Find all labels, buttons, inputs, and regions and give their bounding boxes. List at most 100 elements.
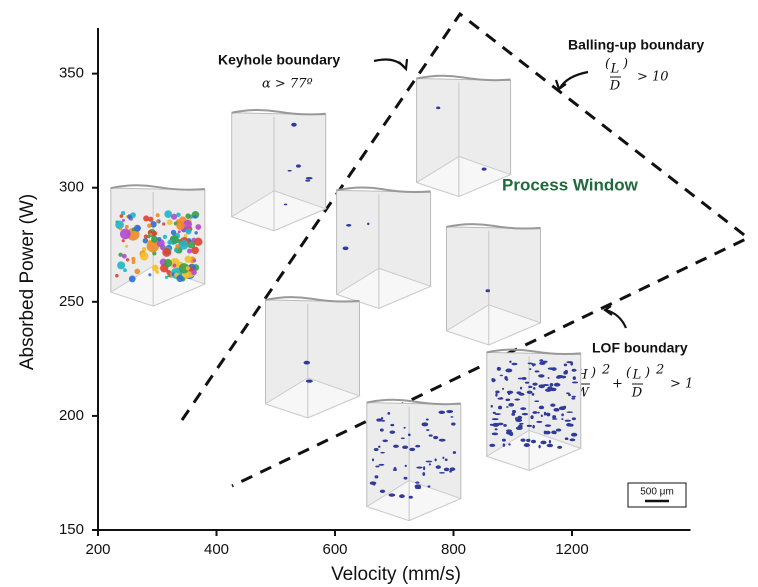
pore [439,472,445,474]
pore [185,256,192,263]
pore [536,421,542,423]
pore [565,420,571,422]
pore [533,387,536,390]
pore [492,433,498,436]
pore [393,445,399,448]
y-axis-label: Absorbed Power (W) [17,194,38,370]
keyhole-condition: α > 77º [262,77,313,92]
pore [426,429,429,431]
lof-label: LOF boundary [592,340,688,356]
pore [506,406,509,408]
pore [375,466,379,468]
pore [415,484,422,488]
pore [433,436,438,439]
paren: ( [626,366,632,381]
pore [179,240,189,250]
pore [442,457,444,459]
pore [495,390,499,393]
pore [401,437,405,439]
pore [134,225,141,232]
pore [178,230,181,233]
pore [143,215,149,221]
pore [540,441,546,445]
pore [115,274,119,278]
pore [548,367,554,370]
pore [185,213,190,218]
pore [453,451,456,454]
pore [495,393,497,397]
pore [511,413,515,416]
pore [376,418,382,421]
pore [436,465,441,469]
pore [191,247,199,255]
x-tick-label: 200 [85,541,110,558]
pore [532,411,537,414]
pore [422,422,429,426]
sample-block [487,350,581,471]
pore [186,266,190,270]
pore [176,221,185,230]
pore [450,416,453,418]
pore [553,408,559,412]
balling-condition: > 10 [637,70,669,85]
pore [507,391,513,394]
pore [194,215,197,218]
pore [125,225,129,229]
y-tick-label: 300 [59,179,84,196]
scale-bar: 500 μm [628,483,686,507]
paren: ) [622,57,628,72]
sample-block [265,297,359,418]
pore [296,164,301,167]
pore [378,446,380,448]
pore [390,424,394,426]
pore [547,444,553,448]
pore [531,440,536,444]
pore [444,468,449,472]
pore [304,361,310,365]
pore [500,397,502,399]
pore [129,276,136,283]
pore [164,259,172,267]
sample-block [417,76,511,197]
x-tick-label: 800 [441,541,466,558]
pore [530,415,533,419]
pore [573,376,576,380]
pore [402,445,408,449]
pore [187,248,192,253]
pore [167,219,173,225]
pore [548,377,550,379]
pore [379,464,385,466]
pore [509,360,511,363]
pore [163,235,167,239]
pore [517,416,522,420]
pore [152,231,157,236]
pore [511,363,517,366]
pore [552,418,558,420]
pore [193,259,196,262]
pore [564,363,567,366]
pore [450,467,456,471]
pore [156,220,159,223]
pore [162,222,165,225]
x-tick-label: 1200 [555,541,588,558]
pore [522,413,528,415]
pore [191,269,197,275]
pore [155,270,159,274]
pore [157,237,161,241]
pore [502,388,504,390]
sample-block [111,185,205,306]
pore [451,422,456,425]
pore [556,375,563,378]
pore [563,406,566,409]
paren: ) [590,366,596,381]
y-tick-label: 350 [59,65,84,82]
pore [535,370,540,372]
scale-label: 500 μm [640,487,674,498]
numerator: L [632,368,642,383]
pore [428,485,431,487]
pore [556,429,561,432]
pore [156,213,160,217]
pore [126,258,129,261]
pore [561,413,564,416]
pore [131,257,135,261]
